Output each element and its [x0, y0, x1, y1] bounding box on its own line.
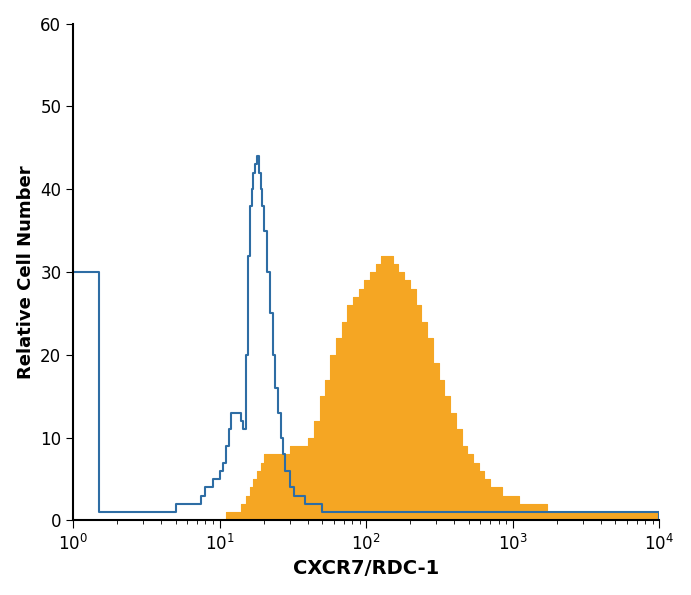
Y-axis label: Relative Cell Number: Relative Cell Number	[17, 165, 35, 379]
X-axis label: CXCR7/RDC-1: CXCR7/RDC-1	[293, 559, 439, 578]
